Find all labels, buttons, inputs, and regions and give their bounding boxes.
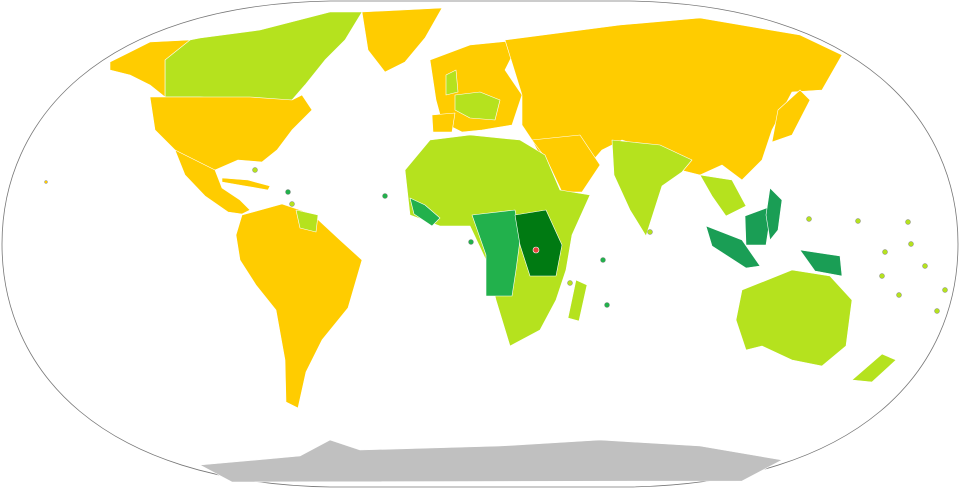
region-greenland[interactable]: [361, 7, 443, 73]
island-marker[interactable]: [908, 241, 914, 247]
island-marker[interactable]: [44, 180, 48, 184]
region-southeast-asia[interactable]: [699, 174, 747, 217]
island-marker[interactable]: [942, 287, 948, 293]
region-antarctica: [199, 439, 783, 483]
island-marker[interactable]: [285, 189, 291, 195]
island-marker[interactable]: [382, 193, 388, 199]
region-iberia[interactable]: [431, 112, 456, 133]
island-marker[interactable]: [647, 229, 653, 235]
island-marker[interactable]: [882, 249, 888, 255]
island-marker[interactable]: [905, 219, 911, 225]
island-marker[interactable]: [567, 280, 573, 286]
island-marker[interactable]: [600, 257, 606, 263]
region-borneo[interactable]: [744, 205, 773, 246]
region-sulawesi[interactable]: [765, 187, 783, 241]
region-sumatra-java[interactable]: [705, 225, 761, 269]
island-marker[interactable]: [604, 302, 610, 308]
region-japan[interactable]: [771, 89, 811, 143]
region-east-africa[interactable]: [514, 209, 563, 277]
island-marker[interactable]: [289, 201, 295, 207]
region-central-europe[interactable]: [454, 91, 501, 121]
region-caribbean[interactable]: [221, 177, 271, 191]
island-marker[interactable]: [896, 292, 902, 298]
region-south-america[interactable]: [235, 203, 363, 409]
region-madagascar[interactable]: [567, 279, 588, 322]
island-marker[interactable]: [252, 167, 258, 173]
region-mexico-central-america[interactable]: [174, 149, 251, 215]
region-new-zealand[interactable]: [851, 353, 897, 383]
region-south-asia[interactable]: [611, 139, 693, 237]
island-marker[interactable]: [468, 239, 474, 245]
region-rwanda-burundi[interactable]: [532, 246, 540, 254]
region-guianas[interactable]: [295, 209, 319, 233]
region-west-africa-coast[interactable]: [409, 197, 441, 227]
region-uk[interactable]: [445, 69, 459, 96]
region-new-guinea[interactable]: [799, 249, 843, 277]
region-australia[interactable]: [735, 269, 853, 367]
island-marker[interactable]: [806, 216, 812, 222]
island-marker[interactable]: [922, 263, 928, 269]
island-marker[interactable]: [934, 308, 940, 314]
island-marker[interactable]: [879, 273, 885, 279]
island-marker[interactable]: [855, 218, 861, 224]
